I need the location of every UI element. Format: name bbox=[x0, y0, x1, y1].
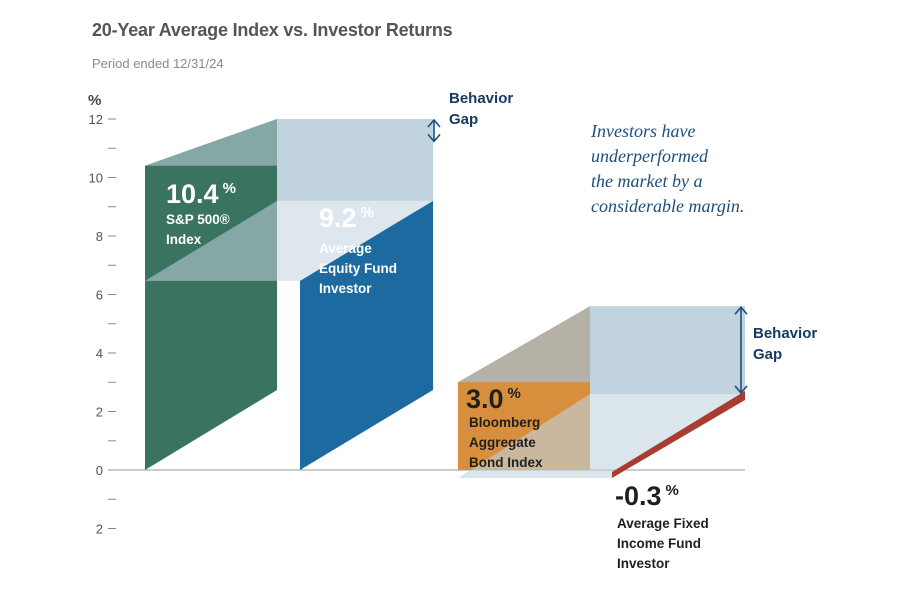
gap-top-equity bbox=[145, 119, 433, 166]
category-label-equity-investor: Investor bbox=[319, 281, 372, 296]
y-tick-label: 8 bbox=[96, 229, 103, 244]
gap-bottom-bond bbox=[458, 393, 745, 478]
chart-subtitle: Period ended 12/31/24 bbox=[92, 56, 224, 71]
note-line: underperformed bbox=[591, 146, 708, 166]
note-line: Investors have bbox=[591, 121, 696, 141]
y-tick-label: 0 bbox=[96, 463, 103, 478]
note-line: the market by a bbox=[591, 171, 703, 191]
gap-label-equity-line: Behavior bbox=[449, 90, 513, 107]
gap-arrow-head-up bbox=[427, 118, 441, 128]
chart-title: 20-Year Average Index vs. Investor Retur… bbox=[92, 20, 453, 40]
labels-layer: Behavior Gap Behavior Gap 10.4 % S&P 500® Index… bbox=[166, 90, 817, 571]
gap-arrow-head-up bbox=[734, 305, 748, 315]
value-label-fixed-income-investor: -0.3% bbox=[615, 481, 679, 511]
gap-arrow-bond bbox=[734, 305, 748, 395]
y-tick-label: 10 bbox=[89, 171, 103, 186]
category-label-sp500: Index bbox=[166, 232, 202, 247]
gap-top-bond bbox=[458, 306, 745, 383]
bar-fixed-income-investor bbox=[612, 390, 745, 478]
gap-bottom-equity bbox=[145, 200, 433, 281]
category-label-sp500: S&P 500® bbox=[166, 212, 230, 227]
value-label-bond-index: 3.0% bbox=[466, 384, 521, 414]
gap-arrow-head-down bbox=[427, 133, 441, 143]
value-label-sp500: 10.4% bbox=[166, 179, 236, 209]
category-label-bond-index: Aggregate bbox=[469, 435, 536, 450]
y-tick-label: 2 bbox=[96, 405, 103, 420]
category-label-bond-index: Bloomberg bbox=[469, 415, 540, 430]
y-tick-label: 6 bbox=[96, 288, 103, 303]
gap-arrow-head-down bbox=[734, 385, 748, 395]
y-tick-label: 2 bbox=[96, 522, 103, 537]
bars-layer bbox=[145, 118, 748, 478]
bar-sp500 bbox=[145, 119, 277, 470]
category-label-equity-investor: Equity Fund bbox=[319, 261, 397, 276]
y-tick-label: 12 bbox=[89, 112, 103, 127]
category-label-equity-investor: Average bbox=[319, 241, 372, 256]
category-label-fixed-income-investor: Investor bbox=[617, 556, 670, 571]
category-label-fixed-income-investor: Average Fixed bbox=[617, 516, 709, 531]
gap-arrow-equity bbox=[427, 118, 441, 143]
y-axis-unit: % bbox=[88, 92, 101, 109]
bar-equity-investor bbox=[300, 200, 433, 470]
gap-label-bond-line: Behavior bbox=[753, 325, 817, 342]
value-label-equity-investor: 9.2% bbox=[319, 203, 374, 233]
gap-label-equity-line: Gap bbox=[449, 111, 478, 128]
annotation-note: Investors have underperformed the market… bbox=[591, 119, 801, 219]
gap-label-bond-line: Gap bbox=[753, 346, 782, 363]
y-tick-label: 4 bbox=[96, 346, 103, 361]
category-label-fixed-income-investor: Income Fund bbox=[617, 536, 701, 551]
note-line: considerable margin. bbox=[591, 196, 745, 216]
category-label-bond-index: Bond Index bbox=[469, 455, 543, 470]
y-axis: % 12 10 8 6 4 2 0 2 bbox=[88, 92, 745, 537]
